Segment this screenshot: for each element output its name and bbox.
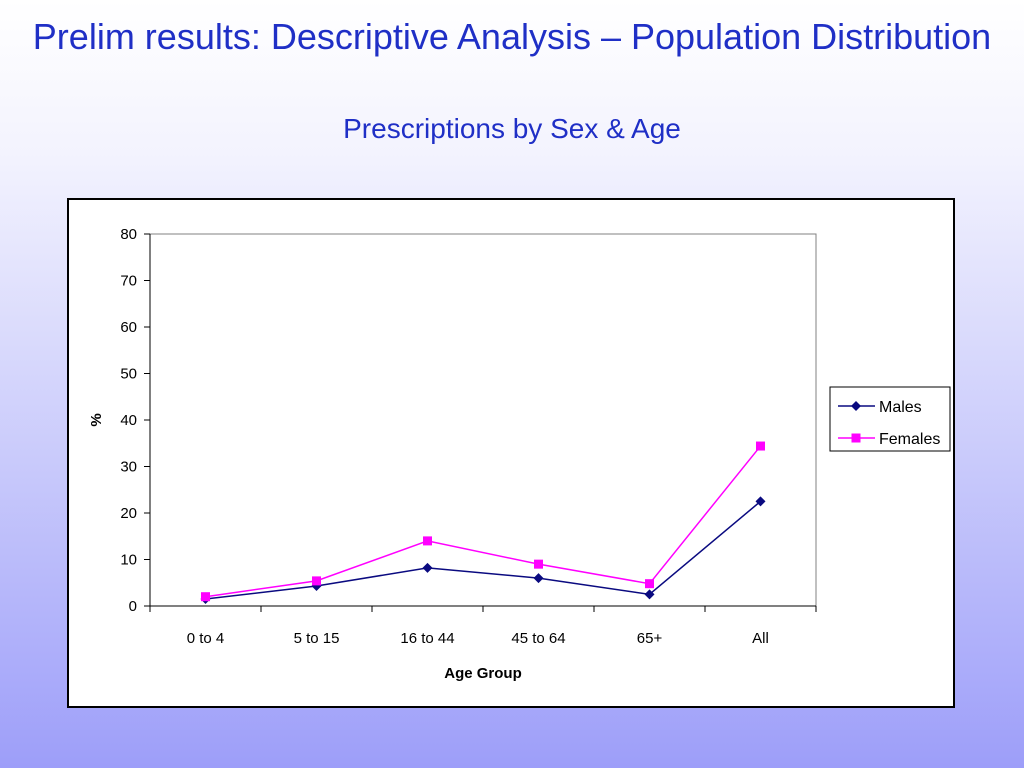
y-axis-title: % [88, 413, 105, 426]
y-tick-label: 10 [120, 552, 137, 569]
y-tick-label: 0 [129, 598, 137, 615]
line-chart: 0 10 20 30 40 50 60 70 80 0 to 4 5 to 15 16 to 44 4… [88, 226, 951, 682]
data-point-males [644, 589, 655, 600]
y-tick-label: 30 [120, 459, 137, 476]
series-males [200, 496, 766, 605]
legend-item-females: Females [838, 431, 940, 448]
x-tick-label: 5 to 15 [294, 630, 340, 647]
x-axis-title: Age Group [444, 665, 522, 682]
slide-subtitle: Prescriptions by Sex & Age [343, 113, 681, 144]
x-axis: 0 to 4 5 to 15 16 to 44 45 to 64 65+ All [149, 605, 817, 647]
legend-marker [851, 401, 861, 411]
data-point-females [534, 559, 543, 569]
data-point-females [312, 576, 321, 586]
y-tick-label: 20 [120, 505, 137, 522]
data-point-females [201, 592, 210, 602]
legend: Males Females [829, 386, 951, 452]
x-tick-label: 0 to 4 [187, 630, 225, 647]
data-point-females [756, 441, 765, 451]
legend-label: Females [879, 431, 940, 448]
legend-item-males: Males [838, 399, 922, 416]
y-tick-label: 80 [120, 226, 137, 243]
x-tick-label: 16 to 44 [400, 630, 454, 647]
legend-marker [851, 433, 861, 443]
plot-area [149, 233, 817, 607]
series-line-females [205, 445, 762, 598]
chart-frame: 0 10 20 30 40 50 60 70 80 0 to 4 5 to 15 16 to 44 4… [67, 198, 955, 708]
data-point-males [533, 573, 544, 584]
y-tick-label: 50 [120, 366, 137, 383]
y-axis: 0 10 20 30 40 50 60 70 80 [120, 226, 151, 615]
x-tick-label: All [752, 630, 769, 647]
data-point-males [422, 562, 433, 573]
data-point-females [423, 536, 432, 546]
series-layer [200, 441, 766, 605]
legend-box [829, 386, 951, 452]
y-tick-label: 70 [120, 273, 137, 290]
series-line-males [205, 500, 761, 600]
series-females [201, 441, 765, 602]
legend-label: Males [879, 399, 922, 416]
x-tick-label: 45 to 64 [511, 630, 565, 647]
data-point-males [755, 496, 766, 507]
y-tick-label: 60 [120, 319, 137, 336]
slide-title: Prelim results: Descriptive Analysis – P… [32, 16, 992, 57]
y-tick-label: 40 [120, 412, 137, 429]
data-point-females [645, 579, 654, 589]
x-tick-label: 65+ [637, 630, 663, 647]
